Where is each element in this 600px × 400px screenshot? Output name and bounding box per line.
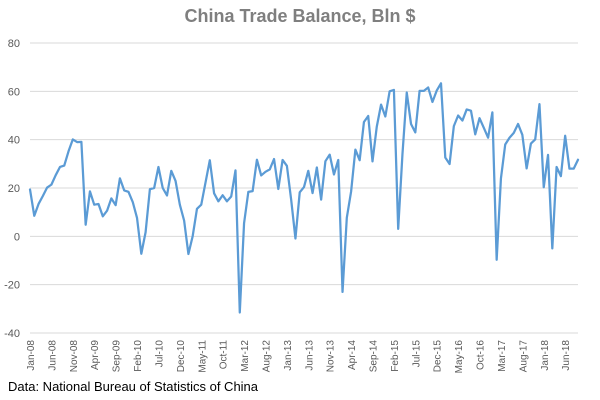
x-tick-label: Jun-08 [47, 340, 58, 371]
x-tick-label: Sep-14 [369, 340, 380, 373]
x-tick-label: Jun-13 [304, 340, 315, 371]
x-tick-label: Aug-12 [261, 340, 272, 373]
x-tick-label: Feb-15 [390, 340, 401, 372]
y-tick-label: -20 [4, 280, 20, 292]
source-note: Data: National Bureau of Statistics of C… [8, 379, 259, 394]
x-tick-label: Feb-10 [133, 340, 144, 372]
x-tick-label: Sep-09 [112, 340, 123, 373]
x-tick-label: Nov-08 [69, 340, 80, 373]
x-tick-label: Apr-09 [90, 340, 101, 370]
y-tick-label: 40 [8, 135, 20, 147]
y-tick-label: -40 [4, 328, 20, 340]
y-tick-label: 80 [8, 38, 20, 50]
x-tick-label: Mar-17 [497, 340, 508, 372]
x-tick-label: Dec-15 [433, 340, 444, 373]
x-tick-label: Jan-13 [283, 340, 294, 371]
x-tick-label: Oct-11 [219, 340, 230, 370]
y-tick-label: 60 [8, 86, 20, 98]
chart-title: China Trade Balance, Bln $ [184, 6, 416, 26]
x-tick-label: May-16 [454, 340, 465, 374]
x-tick-label: May-11 [197, 340, 208, 373]
x-tick-label: Aug-17 [518, 340, 529, 373]
x-tick-label: Mar-12 [240, 340, 251, 372]
x-tick-label: Dec-10 [176, 340, 187, 373]
x-tick-label: Nov-13 [326, 340, 337, 373]
x-tick-label: Jan-18 [540, 340, 551, 371]
x-tick-label: Jul-15 [411, 340, 422, 368]
x-tick-label: Oct-16 [476, 340, 487, 370]
x-tick-label: Jan-08 [26, 340, 37, 371]
x-tick-label: Apr-14 [347, 340, 358, 370]
x-tick-label: Jun-18 [561, 340, 572, 371]
x-tick-label: Jul-10 [154, 340, 165, 368]
series-line [28, 82, 580, 314]
y-tick-label: 20 [8, 183, 20, 195]
y-tick-label: 0 [14, 231, 20, 243]
